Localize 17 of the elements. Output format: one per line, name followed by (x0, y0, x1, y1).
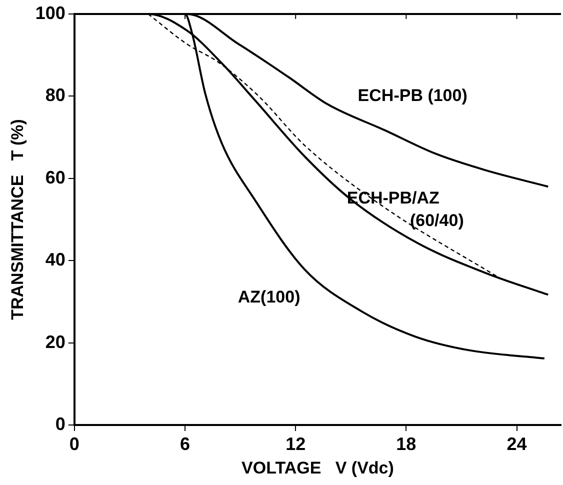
y-tick-label: 0 (55, 414, 66, 434)
y-tick-label: 40 (45, 250, 66, 270)
y-tick-label: 60 (45, 167, 66, 188)
annotation: (60/40) (410, 211, 464, 230)
x-axis-title: VOLTAGE V (Vdc) (242, 458, 394, 478)
x-tick-label: 0 (69, 434, 80, 454)
x-tick-label: 24 (506, 434, 527, 454)
x-tick-label: 6 (180, 434, 190, 454)
y-tick-label: 100 (35, 2, 66, 23)
x-tick-label: 12 (286, 434, 306, 454)
y-axis-title: TRANSMITTANCE T (%) (8, 119, 27, 320)
x-tick-label: 18 (396, 434, 416, 454)
y-tick-label: 80 (45, 85, 66, 106)
annotation: ECH-PB (100) (358, 86, 468, 105)
annotation: ECH-PB/AZ (346, 188, 440, 208)
annotation: AZ(100) (238, 287, 300, 306)
y-tick-label: 20 (45, 332, 66, 352)
